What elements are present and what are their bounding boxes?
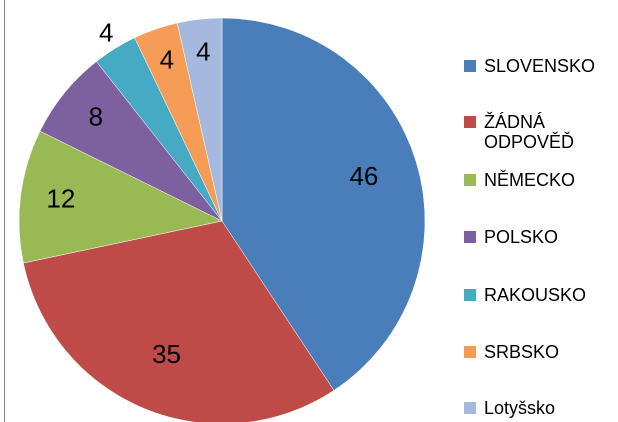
data-label: 12: [46, 184, 75, 214]
legend-item: RAKOUSKO: [464, 285, 614, 305]
pie-slice: [18, 130, 223, 264]
legend-item: SLOVENSKO: [464, 56, 614, 76]
pie-slice: [23, 220, 335, 422]
data-label: 4: [99, 18, 113, 48]
data-label: 46: [349, 161, 378, 191]
legend-label: NĚMECKO: [484, 170, 576, 190]
legend-swatch: [464, 289, 476, 301]
legend-swatch: [464, 346, 476, 358]
legend-item: ŽÁDNÁ ODPOVĚĎ: [464, 112, 614, 152]
legend-label: Lotyšsko: [484, 398, 556, 418]
legend-item: Lotyšsko: [464, 398, 614, 418]
legend-label: RAKOUSKO: [484, 285, 587, 305]
legend-item: NĚMECKO: [464, 170, 614, 190]
legend-swatch: [464, 60, 476, 72]
legend-swatch: [464, 116, 476, 128]
legend-label: ŽÁDNÁ ODPOVĚĎ: [484, 112, 575, 152]
legend-label: POLSKO: [484, 227, 559, 247]
data-label: 4: [196, 36, 210, 66]
data-label: 4: [160, 45, 174, 75]
legend-item: SRBSKO: [464, 342, 614, 362]
pie-slice: [176, 17, 223, 222]
data-label: 8: [89, 102, 103, 132]
legend-label: SRBSKO: [484, 342, 560, 362]
legend-swatch: [464, 231, 476, 243]
pie-slice: [221, 17, 426, 391]
legend-item: POLSKO: [464, 227, 614, 247]
legend-swatch: [464, 174, 476, 186]
legend-label: SLOVENSKO: [484, 56, 596, 76]
legend-swatch: [464, 402, 476, 414]
data-label: 35: [152, 339, 181, 369]
